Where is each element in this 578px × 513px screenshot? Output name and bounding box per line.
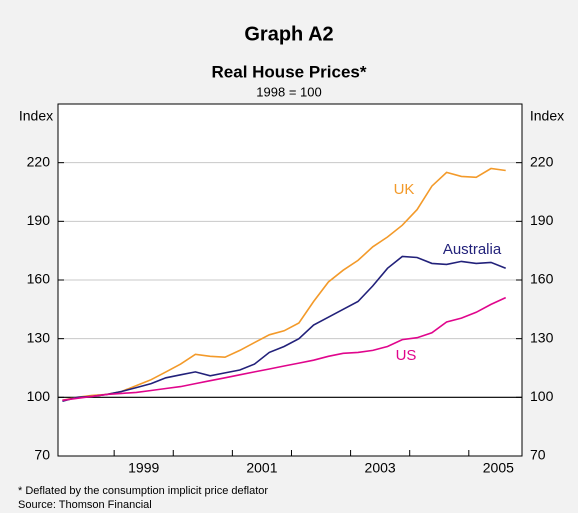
y-tick-label: 220 bbox=[27, 153, 51, 169]
plot-border bbox=[57, 103, 523, 457]
y2-tick-label: 220 bbox=[530, 153, 554, 169]
chart-title: Graph A2 bbox=[244, 23, 333, 45]
y-tick-label: 70 bbox=[34, 447, 50, 463]
series-line bbox=[62, 167, 506, 402]
series-label: US bbox=[396, 347, 417, 364]
y2-tick-label: 160 bbox=[530, 271, 554, 287]
y-tick-label: 190 bbox=[27, 212, 51, 228]
y2-axis-label: Index bbox=[530, 108, 564, 124]
y-axis-label: Index bbox=[19, 108, 53, 124]
y-tick-label: 130 bbox=[27, 329, 51, 345]
y2-tick-label: 70 bbox=[530, 447, 546, 463]
source: Source: Thomson Financial bbox=[18, 499, 152, 511]
series-line bbox=[62, 255, 506, 402]
y-tick-label: 100 bbox=[27, 388, 51, 404]
footnote: * Deflated by the consumption implicit p… bbox=[18, 485, 268, 497]
x-tick-label: 2001 bbox=[246, 460, 277, 476]
x-tick-label: 2005 bbox=[483, 460, 514, 476]
x-tick-label: 2003 bbox=[365, 460, 396, 476]
y2-tick-label: 190 bbox=[530, 212, 554, 228]
chart-subtitle: Real House Prices* bbox=[212, 62, 367, 81]
y-tick-label: 160 bbox=[27, 271, 51, 287]
series-label: UK bbox=[394, 181, 415, 198]
y2-tick-label: 100 bbox=[530, 388, 554, 404]
x-tick-label: 1999 bbox=[128, 460, 159, 476]
chart-note: 1998 = 100 bbox=[256, 84, 321, 99]
series-line bbox=[62, 296, 507, 402]
y2-tick-label: 130 bbox=[530, 329, 554, 345]
series-label: Australia bbox=[443, 241, 502, 258]
